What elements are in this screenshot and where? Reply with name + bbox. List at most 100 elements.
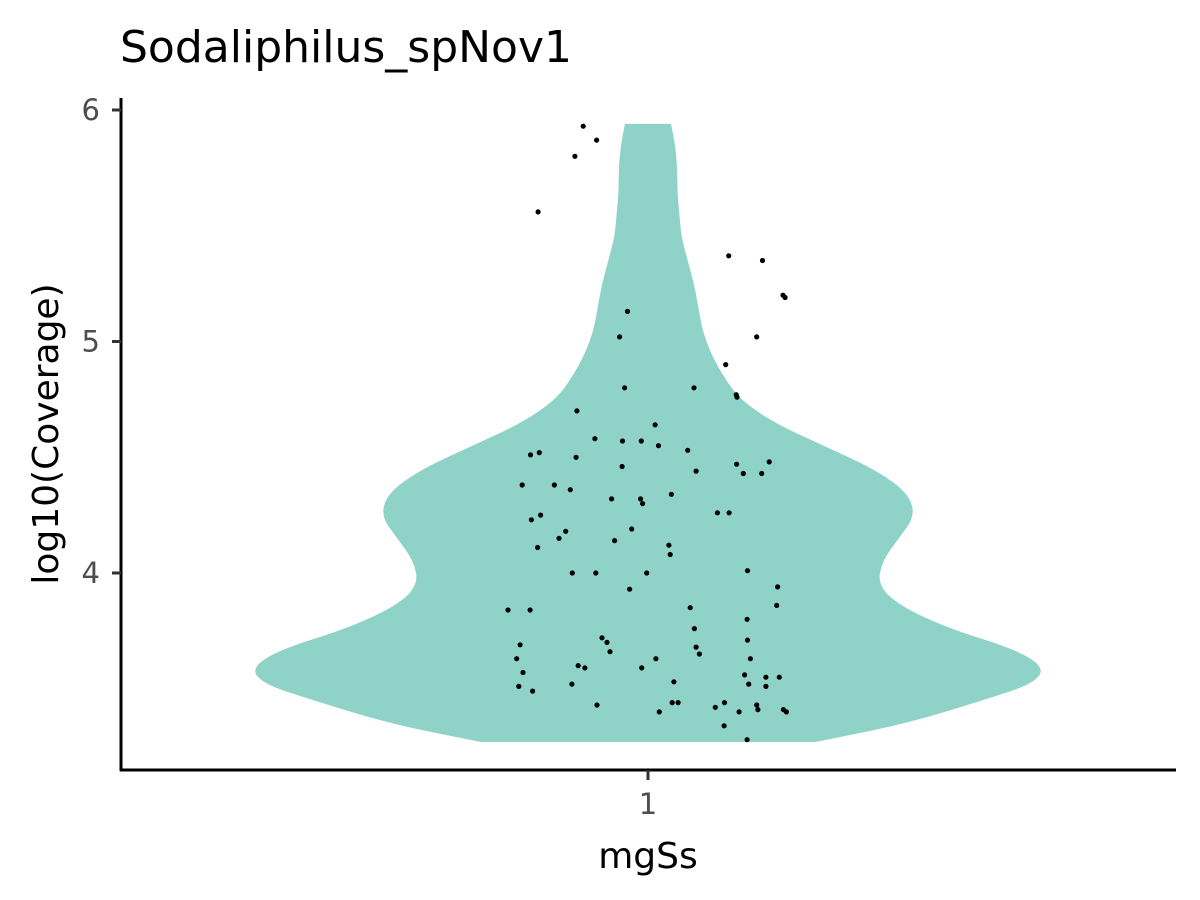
data-point	[653, 656, 659, 662]
data-point	[592, 436, 598, 442]
data-point	[723, 362, 729, 368]
data-point	[754, 702, 760, 708]
data-point	[517, 642, 523, 648]
data-point	[622, 385, 628, 391]
data-point	[505, 607, 511, 613]
data-point	[520, 669, 526, 676]
data-point	[744, 737, 750, 743]
data-point	[619, 463, 625, 470]
data-point	[740, 470, 746, 477]
data-point	[666, 542, 672, 548]
data-point	[726, 253, 732, 259]
data-point	[734, 394, 740, 400]
data-point	[627, 586, 633, 592]
data-point	[599, 635, 605, 641]
data-point	[736, 709, 742, 715]
data-point	[593, 570, 599, 576]
data-point	[782, 294, 788, 301]
data-point	[776, 674, 782, 680]
data-point	[742, 672, 748, 678]
data-point	[668, 491, 675, 497]
chart-title: Sodaliphilus_spNov1	[120, 22, 572, 73]
data-point	[514, 656, 520, 662]
data-point	[766, 459, 772, 465]
data-point	[746, 681, 752, 687]
data-point	[687, 605, 693, 611]
data-point	[617, 334, 623, 340]
x-axis-title: mgSs	[598, 836, 698, 877]
data-point	[638, 438, 644, 444]
data-point	[556, 535, 562, 541]
data-point	[624, 308, 631, 314]
data-point	[693, 644, 699, 650]
data-point	[582, 665, 588, 671]
y-tick-label: 4	[82, 556, 100, 590]
data-point	[656, 709, 662, 715]
data-point	[696, 651, 703, 657]
data-point	[763, 674, 769, 680]
data-point	[551, 482, 558, 488]
data-point	[675, 700, 681, 706]
data-point	[691, 385, 697, 391]
data-point	[574, 408, 580, 414]
violin-body	[255, 123, 1041, 742]
data-point	[516, 683, 522, 690]
data-point	[712, 704, 718, 710]
data-point	[667, 551, 673, 558]
data-point	[563, 528, 569, 534]
data-point	[639, 665, 645, 671]
data-point	[669, 700, 675, 706]
data-point	[744, 637, 751, 643]
data-point	[530, 688, 536, 694]
data-point	[569, 681, 575, 687]
data-point	[744, 568, 751, 574]
y-axis-title: log10(Coverage)	[26, 283, 67, 584]
data-point	[721, 700, 728, 706]
data-point	[640, 501, 646, 507]
data-point	[655, 443, 662, 449]
x-ticks: 1	[639, 770, 657, 821]
data-point	[783, 709, 790, 715]
y-tick-label: 5	[82, 325, 100, 359]
data-point	[528, 517, 535, 523]
data-point	[607, 649, 613, 655]
data-point	[652, 422, 658, 428]
data-point	[538, 512, 544, 518]
data-point	[763, 683, 769, 690]
data-point	[594, 702, 600, 708]
data-point	[569, 570, 575, 576]
data-point	[535, 544, 541, 551]
data-point	[573, 454, 579, 460]
data-point	[714, 510, 721, 516]
data-point	[744, 616, 750, 622]
data-point	[575, 663, 581, 669]
data-point	[693, 468, 699, 474]
data-point	[629, 526, 635, 532]
data-point	[527, 452, 534, 458]
data-point	[644, 570, 650, 576]
data-point	[691, 626, 698, 632]
data-point	[535, 209, 541, 215]
data-point	[754, 334, 760, 340]
data-point	[619, 438, 626, 444]
data-point	[519, 482, 525, 488]
data-point	[637, 496, 644, 502]
violin-layer	[255, 123, 1041, 742]
data-point	[685, 447, 691, 453]
points-layer	[505, 123, 790, 743]
data-point	[734, 461, 740, 467]
y-tick-label: 6	[82, 93, 100, 127]
data-point	[572, 153, 578, 159]
data-point	[580, 123, 586, 129]
data-point	[594, 137, 600, 143]
data-point	[536, 450, 542, 456]
data-point	[775, 584, 781, 590]
data-point	[747, 656, 754, 662]
data-point	[671, 679, 677, 685]
data-point	[759, 470, 765, 477]
data-point	[612, 538, 618, 544]
data-point	[759, 257, 766, 264]
data-point	[527, 607, 533, 613]
data-point	[609, 496, 615, 502]
